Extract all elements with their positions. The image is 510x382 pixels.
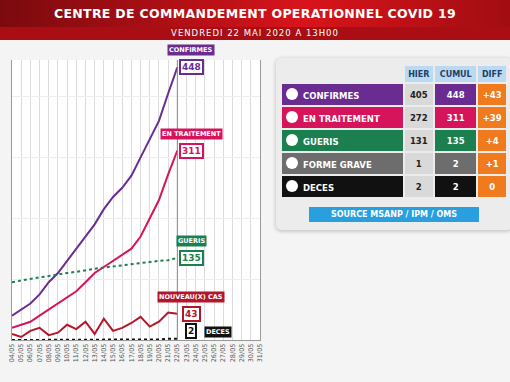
svg-text:19/05: 19/05 bbox=[146, 344, 154, 363]
svg-text:26/05: 26/05 bbox=[210, 344, 218, 363]
svg-text:11/05: 11/05 bbox=[72, 344, 80, 363]
svg-text:DECES: DECES bbox=[206, 328, 230, 336]
html-text:CONFIRMES: CONFIRMES bbox=[303, 91, 360, 101]
svg-text:15/05: 15/05 bbox=[109, 344, 117, 363]
html-text:CENTRE DE COMMANDEMENT OPERATI: CENTRE DE COMMANDEMENT OPERATIONNEL COVI… bbox=[54, 6, 456, 21]
html-text:2: 2 bbox=[452, 158, 459, 169]
html-text:272: 272 bbox=[409, 112, 428, 123]
html-text:DECES: DECES bbox=[303, 183, 334, 193]
svg-text:09/05: 09/05 bbox=[54, 344, 62, 363]
svg-text:31/05: 31/05 bbox=[256, 344, 264, 363]
svg-text:10/05: 10/05 bbox=[63, 344, 71, 363]
svg-text:EN TRAITEMENT: EN TRAITEMENT bbox=[162, 130, 221, 138]
html-text:+39: +39 bbox=[482, 112, 502, 123]
svg-text:05/05: 05/05 bbox=[17, 344, 25, 363]
svg-text:311: 311 bbox=[182, 146, 201, 156]
svg-text:CONFIRMES: CONFIRMES bbox=[169, 46, 213, 54]
svg-text:04/05: 04/05 bbox=[8, 344, 16, 363]
svg-text:2: 2 bbox=[188, 326, 194, 336]
html-text:448: 448 bbox=[446, 89, 465, 100]
svg-text:12/05: 12/05 bbox=[82, 344, 90, 363]
svg-text:135: 135 bbox=[182, 253, 201, 263]
html-text:+1: +1 bbox=[485, 158, 499, 169]
html-text:GUERIS: GUERIS bbox=[303, 137, 339, 147]
svg-text:14/05: 14/05 bbox=[100, 344, 108, 363]
html-text:SOURCE MSANP / IPM / OMS: SOURCE MSANP / IPM / OMS bbox=[330, 210, 458, 219]
svg-text:25/05: 25/05 bbox=[201, 344, 209, 363]
html-text:405: 405 bbox=[409, 89, 428, 100]
html-text:131: 131 bbox=[409, 135, 428, 146]
svg-text:29/05: 29/05 bbox=[238, 344, 246, 363]
html-text:CUMUL: CUMUL bbox=[439, 69, 472, 79]
html-text:2: 2 bbox=[415, 181, 422, 192]
svg-text:27/05: 27/05 bbox=[219, 344, 227, 363]
html-text:EN TRAITEMENT: EN TRAITEMENT bbox=[303, 114, 380, 124]
svg-text:22/05: 22/05 bbox=[173, 344, 181, 363]
svg-text:43: 43 bbox=[185, 309, 198, 319]
svg-text:08/05: 08/05 bbox=[45, 344, 53, 363]
svg-text:13/05: 13/05 bbox=[91, 344, 99, 363]
svg-text:17/05: 17/05 bbox=[128, 344, 136, 363]
html-text:1: 1 bbox=[415, 158, 422, 169]
html-text:VENDREDI 22 MAI 2020 A 13H00: VENDREDI 22 MAI 2020 A 13H00 bbox=[171, 28, 339, 38]
svg-text:21/05: 21/05 bbox=[164, 344, 172, 363]
svg-text:448: 448 bbox=[182, 62, 201, 72]
html-text:DIFF: DIFF bbox=[481, 69, 503, 79]
html-text:2: 2 bbox=[452, 181, 459, 192]
svg-text:07/05: 07/05 bbox=[36, 344, 44, 363]
html-text:+43: +43 bbox=[482, 89, 502, 100]
svg-text:30/05: 30/05 bbox=[247, 344, 255, 363]
svg-text:06/05: 06/05 bbox=[26, 344, 34, 363]
svg-text:28/05: 28/05 bbox=[229, 344, 237, 363]
svg-text:18/05: 18/05 bbox=[137, 344, 145, 363]
svg-text:16/05: 16/05 bbox=[118, 344, 126, 363]
html-text:HIER: HIER bbox=[408, 69, 430, 79]
html-text:0: 0 bbox=[489, 181, 496, 192]
html-text:FORME GRAVE: FORME GRAVE bbox=[303, 160, 372, 170]
html-text:+4: +4 bbox=[485, 135, 499, 146]
svg-text:GUERIS: GUERIS bbox=[178, 237, 205, 245]
svg-text:23/05: 23/05 bbox=[183, 344, 191, 363]
html-text:311: 311 bbox=[446, 112, 465, 123]
svg-text:NOUVEAU(X) CAS: NOUVEAU(X) CAS bbox=[159, 293, 223, 301]
html-text:135: 135 bbox=[446, 135, 465, 146]
svg-text:24/05: 24/05 bbox=[192, 344, 200, 363]
svg-text:20/05: 20/05 bbox=[155, 344, 163, 363]
